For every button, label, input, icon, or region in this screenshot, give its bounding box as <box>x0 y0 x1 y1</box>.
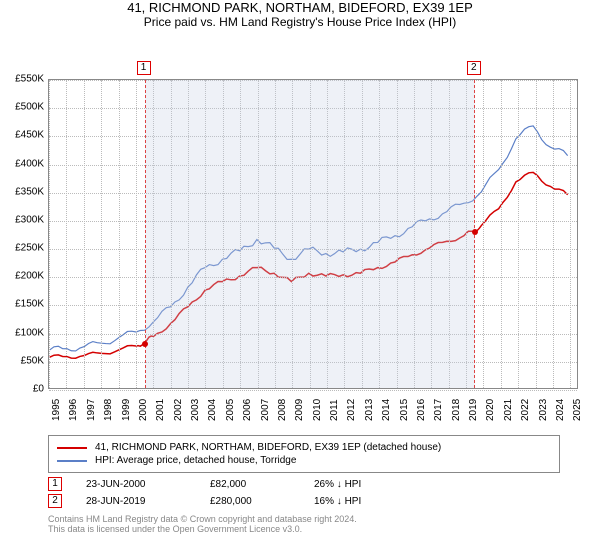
grid-line-v <box>518 80 519 388</box>
y-tick-label: £150K <box>15 299 44 310</box>
x-tick-label: 2013 <box>364 399 375 421</box>
x-tick-label: 2012 <box>346 399 357 421</box>
grid-line-v <box>483 80 484 388</box>
chart-title: 41, RICHMOND PARK, NORTHAM, BIDEFORD, EX… <box>0 0 600 15</box>
y-tick-label: £50K <box>21 355 44 366</box>
y-tick-label: £550K <box>15 74 44 85</box>
x-tick-label: 2014 <box>381 399 392 421</box>
x-tick-label: 2024 <box>555 399 566 421</box>
x-tick-label: 2003 <box>190 399 201 421</box>
x-tick-label: 2010 <box>312 399 323 421</box>
y-axis: £0£50K£100K£150K£200K£250K£300K£350K£400… <box>0 79 48 389</box>
y-tick-label: £200K <box>15 271 44 282</box>
y-tick-label: £350K <box>15 186 44 197</box>
x-tick-label: 2008 <box>277 399 288 421</box>
shaded-region <box>145 80 475 388</box>
chart-area: £0 £50K £100K £150K £200K £250K £300K £350K £400… <box>0 37 600 429</box>
grid-line-v <box>101 80 102 388</box>
y-tick-label: £100K <box>15 327 44 338</box>
y-tick-label: £250K <box>15 243 44 254</box>
footer: Contains HM Land Registry data © Crown c… <box>48 514 560 534</box>
y-tick-label: £400K <box>15 158 44 169</box>
grid-line-v <box>49 80 50 388</box>
x-tick-label: 2019 <box>468 399 479 421</box>
x-tick-label: 2005 <box>225 399 236 421</box>
marker-box: 1 <box>137 61 151 75</box>
plot-region <box>48 79 578 389</box>
x-tick-label: 2025 <box>572 399 583 421</box>
legend-swatch <box>57 447 87 449</box>
grid-line-v <box>536 80 537 388</box>
x-tick-label: 1998 <box>103 399 114 421</box>
data-point <box>472 229 478 235</box>
data-point <box>142 341 148 347</box>
y-tick-label: £0 <box>33 384 44 395</box>
x-tick-label: 2017 <box>433 399 444 421</box>
y-tick-label: £450K <box>15 130 44 141</box>
footer-line-2: This data is licensed under the Open Gov… <box>48 524 560 534</box>
x-tick-label: 2004 <box>207 399 218 421</box>
x-tick-label: 2015 <box>399 399 410 421</box>
legend-item: 41, RICHMOND PARK, NORTHAM, BIDEFORD, EX… <box>57 442 551 453</box>
transaction-price: £280,000 <box>210 496 290 507</box>
footer-line-1: Contains HM Land Registry data © Crown c… <box>48 514 560 524</box>
y-tick-label: £500K <box>15 102 44 113</box>
x-tick-label: 1997 <box>86 399 97 421</box>
grid-line-v <box>553 80 554 388</box>
x-tick-label: 2001 <box>155 399 166 421</box>
transaction-date: 23-JUN-2000 <box>86 479 186 490</box>
x-tick-label: 2018 <box>451 399 462 421</box>
x-tick-label: 1996 <box>68 399 79 421</box>
x-tick-label: 2011 <box>329 399 340 421</box>
legend-label: HPI: Average price, detached house, Torr… <box>95 455 296 466</box>
marker-box: 2 <box>48 494 62 508</box>
x-tick-label: 1995 <box>51 399 62 421</box>
transaction-row: 1 23-JUN-2000 £82,000 26% ↓ HPI <box>48 477 560 491</box>
y-tick-label: £300K <box>15 214 44 225</box>
x-tick-label: 2023 <box>538 399 549 421</box>
x-tick-label: 1999 <box>121 399 132 421</box>
x-tick-label: 2007 <box>260 399 271 421</box>
transaction-delta: 16% ↓ HPI <box>314 496 361 507</box>
chart-subtitle: Price paid vs. HM Land Registry's House … <box>0 15 600 29</box>
x-tick-label: 2022 <box>520 399 531 421</box>
legend-swatch <box>57 460 87 462</box>
legend-label: 41, RICHMOND PARK, NORTHAM, BIDEFORD, EX… <box>95 442 441 453</box>
grid-line-v <box>66 80 67 388</box>
x-tick-label: 2002 <box>173 399 184 421</box>
x-tick-label: 2016 <box>416 399 427 421</box>
transaction-table: 1 23-JUN-2000 £82,000 26% ↓ HPI 2 28-JUN-2019… <box>48 477 560 508</box>
transaction-date: 28-JUN-2019 <box>86 496 186 507</box>
x-tick-label: 2006 <box>242 399 253 421</box>
grid-line-v <box>136 80 137 388</box>
x-tick-label: 2021 <box>503 399 514 421</box>
grid-line-h <box>49 390 577 391</box>
x-tick-label: 2009 <box>294 399 305 421</box>
grid-line-v <box>570 80 571 388</box>
grid-line-v <box>501 80 502 388</box>
legend-item: HPI: Average price, detached house, Torr… <box>57 455 551 466</box>
grid-line-v <box>84 80 85 388</box>
transaction-price: £82,000 <box>210 479 290 490</box>
marker-box: 1 <box>48 477 62 491</box>
grid-line-v <box>119 80 120 388</box>
transaction-delta: 26% ↓ HPI <box>314 479 361 490</box>
marker-box: 2 <box>467 61 481 75</box>
x-tick-label: 2020 <box>485 399 496 421</box>
x-tick-label: 2000 <box>138 399 149 421</box>
transaction-row: 2 28-JUN-2019 £280,000 16% ↓ HPI <box>48 494 560 508</box>
legend: 41, RICHMOND PARK, NORTHAM, BIDEFORD, EX… <box>48 435 560 473</box>
